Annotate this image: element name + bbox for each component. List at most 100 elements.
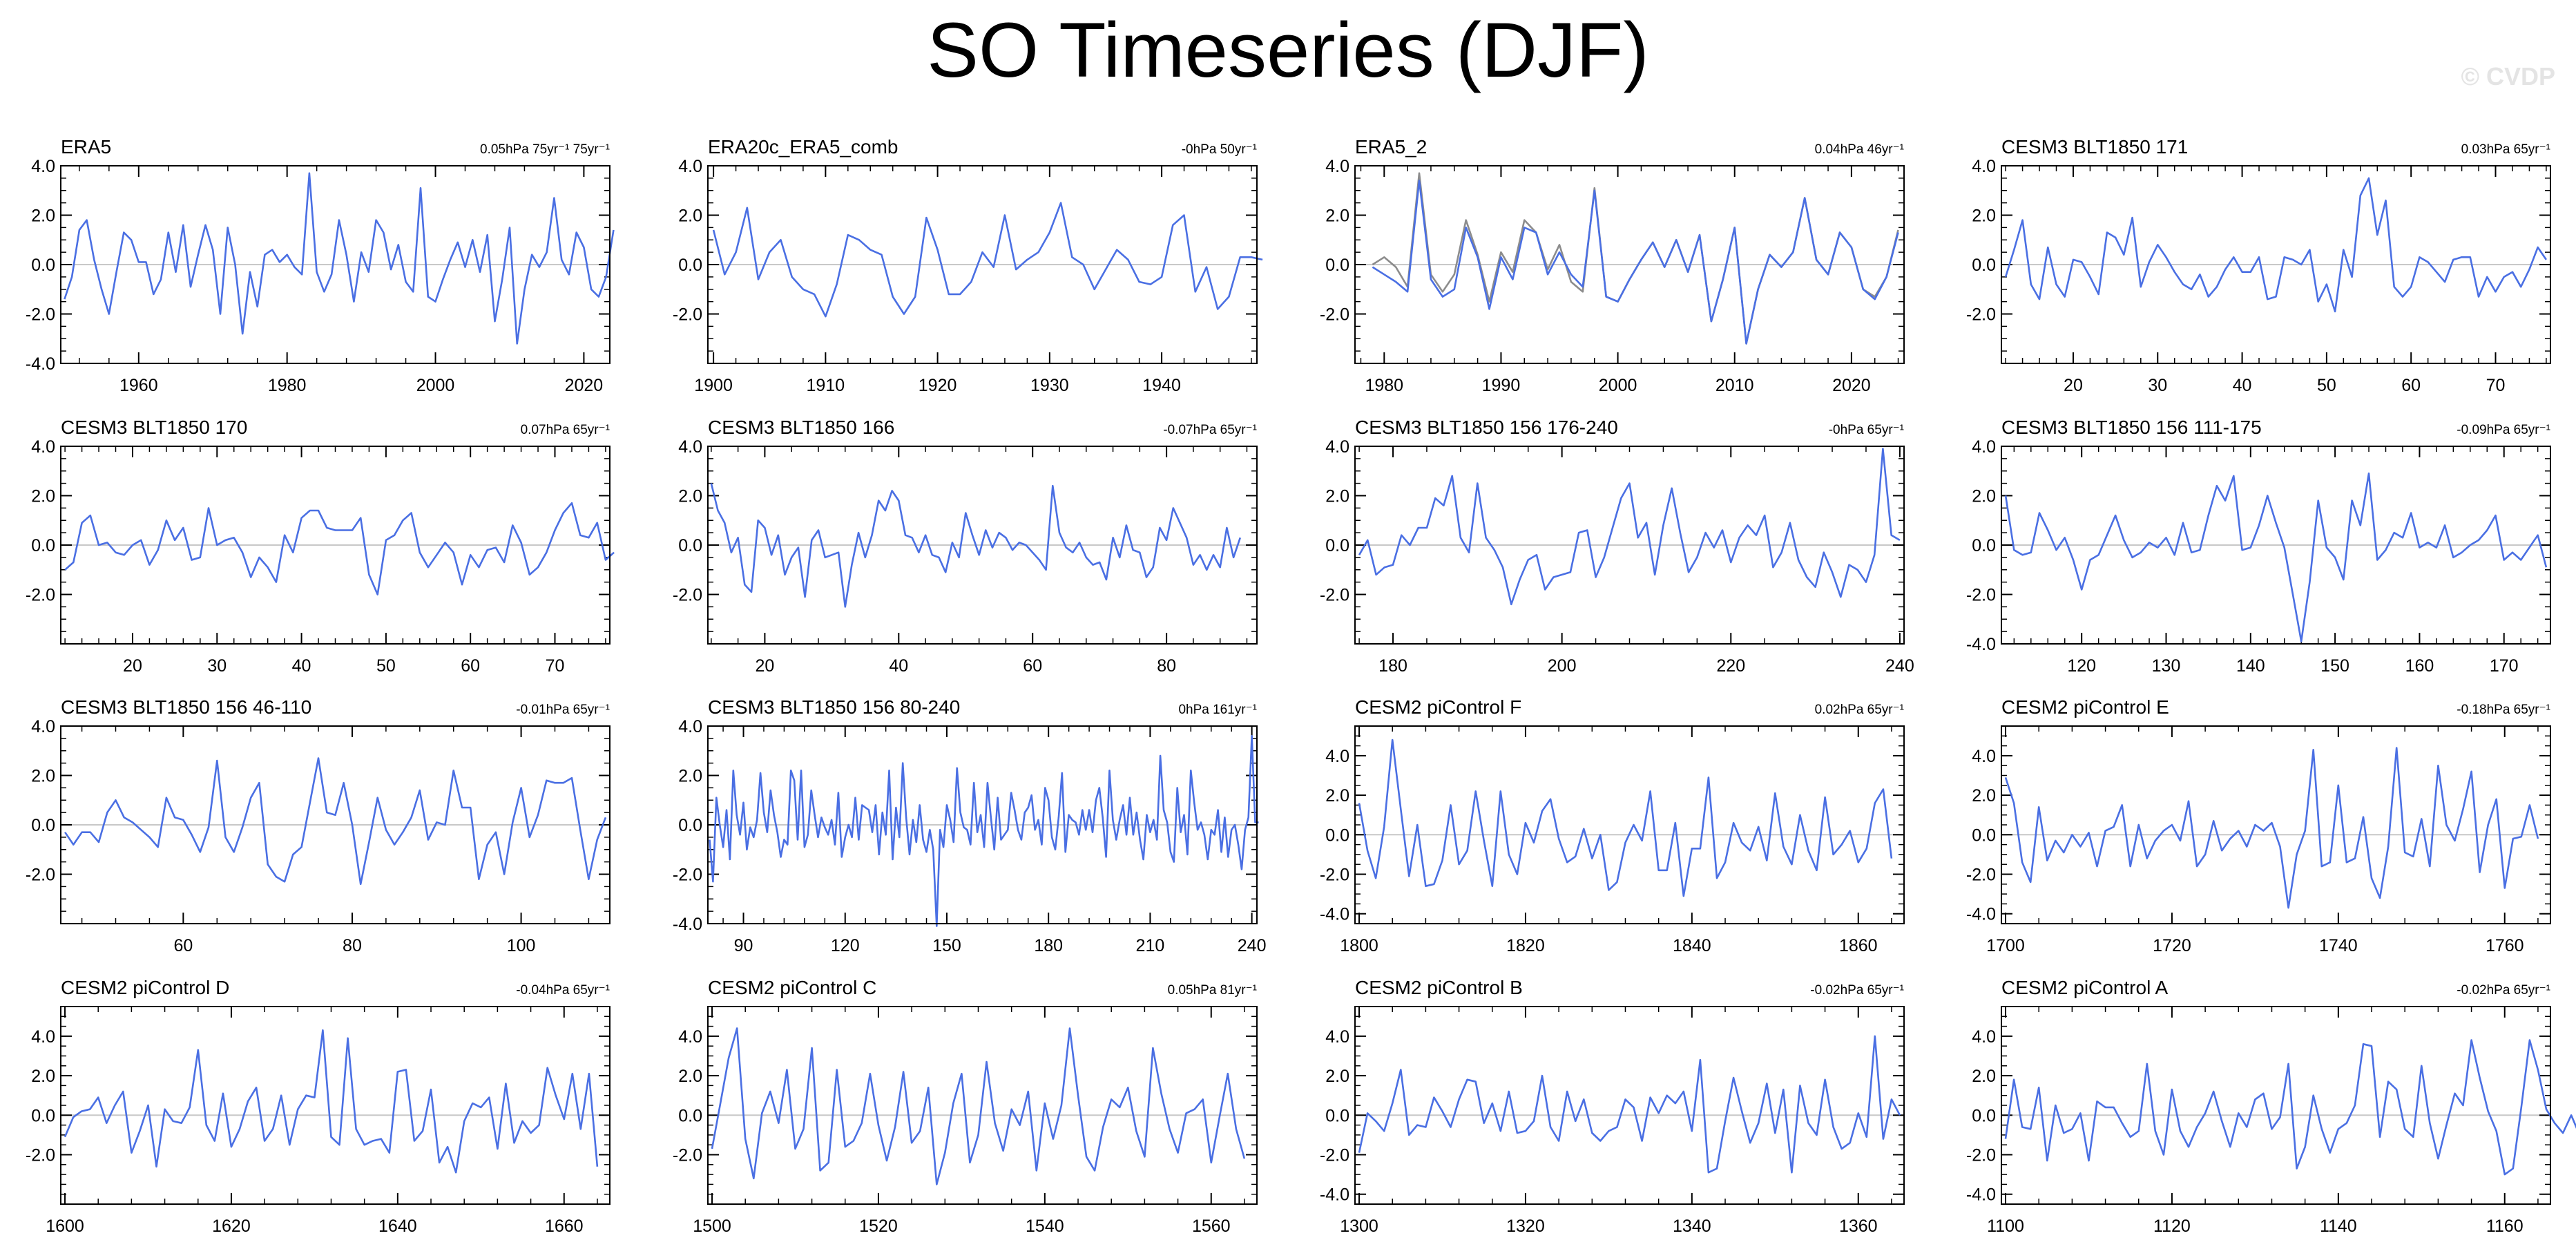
panel-title: CESM2 piControl A [2001,977,2169,998]
y-tick-label: 2.0 [678,767,702,786]
y-tick-label: 2.0 [678,487,702,506]
y-tick-label: -2.0 [1966,305,1996,325]
y-tick-label: 0.0 [678,816,702,835]
y-tick-label: 0.0 [31,536,55,555]
x-tick-label: 90 [734,936,753,955]
x-tick-label: 1960 [119,376,158,395]
y-tick-label: 0.0 [31,1106,55,1125]
x-tick-label: 1700 [1986,936,2025,955]
x-tick-label: 60 [173,936,193,955]
x-tick-label: 240 [1238,936,1267,955]
y-tick-label: 4.0 [1325,157,1349,176]
series-line [64,757,607,886]
x-tick-label: 1120 [2153,1217,2191,1236]
y-tick-label: -4.0 [1320,905,1349,924]
panel-title: CESM2 piControl B [1355,977,1523,998]
x-tick-label: 1860 [1839,936,1878,955]
x-tick-label: 1520 [859,1217,898,1236]
y-tick-label: -2.0 [26,586,55,605]
plot-frame [1354,165,1905,364]
y-tick-label: -2.0 [673,305,702,325]
x-tick-label: 1340 [1673,1217,1711,1236]
panel-title: CESM3 BLT1850 156 46-110 [61,696,311,718]
y-tick-label: 4.0 [1325,747,1349,766]
panel-title: CESM3 BLT1850 171 [2001,136,2188,158]
x-tick-label: 1740 [2319,936,2358,955]
cvdp-watermark: © CVDP [2461,62,2555,90]
series-line [1372,180,1899,345]
y-tick-label: -4.0 [1966,905,1996,924]
y-tick-label: 0.0 [1325,1106,1349,1125]
x-tick-label: 130 [2152,656,2181,676]
plot-frame [2001,165,2551,364]
panel-stats: 0.07hPa 65yr⁻¹ [521,423,610,437]
series-line [2004,747,2539,909]
panel-stats: -0.04hPa 65yr⁻¹ [516,983,610,998]
x-tick-label: 140 [2236,656,2265,676]
panel-stats: -0hPa 65yr⁻¹ [1829,423,1904,437]
x-tick-label: 160 [2405,656,2434,676]
y-tick-label: 2.0 [1325,207,1349,226]
plot-frame [1354,1006,1905,1205]
panel-5: CESM3 BLT1850 170 0.07hPa 65yr⁻¹ -2.0 0.0 2.… [26,417,615,676]
panel-6: CESM3 BLT1850 166 -0.07hPa 65yr⁻¹ -2.0 0.0 2… [673,417,1258,676]
panel-8: CESM3 BLT1850 156 111-175 -0.09hPa 65yr⁻¹… [1966,417,2551,676]
x-tick-label: 1640 [378,1217,417,1236]
x-tick-label: 1720 [2153,936,2191,955]
y-tick-label: 2.0 [31,767,55,786]
y-tick-label: -2.0 [1966,866,1996,885]
plot-frame [707,1006,1258,1205]
panel-stats: 0.05hPa 81yr⁻¹ [1168,983,1257,998]
overlay-series-line [1372,172,1899,345]
y-tick-label: 4.0 [1972,157,1996,176]
y-tick-label: -2.0 [1966,1146,1996,1165]
x-tick-label: 1660 [545,1217,584,1236]
panel-title: ERA5 [61,136,111,158]
x-tick-label: 1160 [2486,1217,2524,1236]
y-tick-label: 0.0 [1972,256,1996,275]
x-tick-label: 200 [1548,656,1577,676]
y-tick-label: 2.0 [1972,1067,1996,1086]
x-tick-label: 150 [2320,656,2349,676]
panel-4: CESM3 BLT1850 171 0.03hPa 65yr⁻¹ -2.0 0.0 2.… [1966,136,2551,395]
y-tick-label: -2.0 [26,305,55,325]
y-tick-label: 4.0 [678,717,702,736]
y-tick-label: 0.0 [1972,536,1996,555]
y-tick-label: 4.0 [1972,747,1996,766]
y-tick-label: -2.0 [26,1146,55,1165]
y-tick-label: 2.0 [1325,786,1349,806]
y-tick-label: 0.0 [1325,536,1349,555]
y-tick-label: 0.0 [31,256,55,275]
panel-title: CESM3 BLT1850 166 [708,417,894,438]
panel-12: CESM2 piControl E -0.18hPa 65yr⁻¹ -4.0 -2.0… [1966,696,2551,955]
x-tick-label: 1980 [1365,376,1403,395]
x-tick-label: 60 [2401,376,2421,395]
y-tick-label: 0.0 [678,536,702,555]
y-tick-label: 4.0 [31,717,55,736]
y-tick-label: 4.0 [678,437,702,457]
x-tick-label: 1840 [1673,936,1711,955]
x-tick-label: 1800 [1340,936,1378,955]
panel-title: CESM2 piControl E [2001,696,2169,718]
page-title: SO Timeseries (DJF) [927,7,1649,93]
x-tick-label: 2000 [1599,376,1637,395]
x-tick-label: 20 [123,656,142,676]
x-tick-label: 60 [1023,656,1042,676]
x-tick-label: 70 [2486,376,2506,395]
y-tick-label: 0.0 [1972,826,1996,845]
series-line [711,1027,1246,1185]
y-tick-label: 2.0 [1972,207,1996,226]
panel-2: ERA20c_ERA5_comb -0hPa 50yr⁻¹ -2.0 0.0 2.0 4.… [673,136,1263,395]
y-tick-label: 4.0 [31,1027,55,1047]
y-tick-label: -4.0 [1966,635,1996,654]
x-tick-label: 30 [207,656,227,676]
x-tick-label: 120 [831,936,860,955]
x-tick-label: 1320 [1506,1217,1545,1236]
panel-title: CESM2 piControl D [61,977,229,998]
x-tick-label: 1540 [1026,1217,1064,1236]
x-tick-label: 1500 [693,1217,731,1236]
x-tick-label: 80 [1157,656,1176,676]
x-tick-label: 20 [756,656,775,676]
x-tick-label: 2000 [416,376,455,395]
